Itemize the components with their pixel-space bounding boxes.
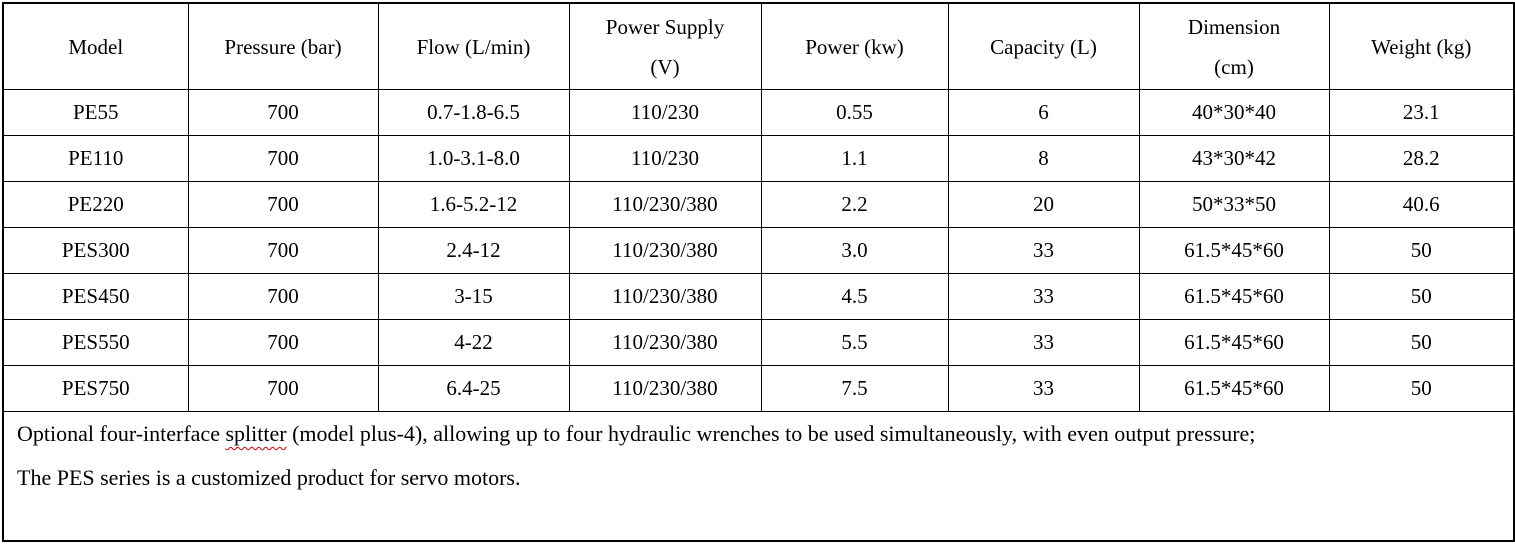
table-row: PES300 700 2.4-12 110/230/380 3.0 33 61.…	[2, 227, 1515, 274]
note-text-pre: Optional four-interface	[17, 421, 226, 446]
cell-dimension: 61.5*45*60	[1138, 227, 1330, 274]
cell-flow: 2.4-12	[377, 227, 570, 274]
cell-flow: 3-15	[377, 273, 570, 320]
table-body: PE55 700 0.7-1.8-6.5 110/230 0.55 6 40*3…	[2, 89, 1515, 412]
column-header-power: Power (kw)	[760, 2, 949, 90]
table-row: PES450 700 3-15 110/230/380 4.5 33 61.5*…	[2, 273, 1515, 320]
notes-cell: Optional four-interface splitter (model …	[2, 411, 1515, 542]
cell-power: 7.5	[760, 365, 949, 412]
cell-pressure: 700	[187, 319, 379, 366]
cell-weight: 40.6	[1328, 181, 1515, 228]
cell-dimension: 61.5*45*60	[1138, 365, 1330, 412]
cell-power: 1.1	[760, 135, 949, 182]
cell-flow: 1.6-5.2-12	[377, 181, 570, 228]
cell-capacity: 33	[947, 273, 1140, 320]
cell-pressure: 700	[187, 365, 379, 412]
column-header-capacity: Capacity (L)	[947, 2, 1140, 90]
misspelled-word: splitter	[225, 421, 287, 446]
column-header-dimension: Dimension (cm)	[1138, 2, 1330, 90]
cell-model: PE220	[2, 181, 189, 228]
column-header-pressure: Pressure (bar)	[187, 2, 379, 90]
column-header-model: Model	[2, 2, 189, 90]
cell-dimension: 50*33*50	[1138, 181, 1330, 228]
table-row: PE110 700 1.0-3.1-8.0 110/230 1.1 8 43*3…	[2, 135, 1515, 182]
column-header-flow: Flow (L/min)	[377, 2, 570, 90]
cell-weight: 28.2	[1328, 135, 1515, 182]
cell-model: PE55	[2, 89, 189, 136]
cell-power-supply: 110/230	[568, 135, 762, 182]
table-header: Model Pressure (bar) Flow (L/min) Power …	[2, 2, 1515, 90]
cell-flow: 4-22	[377, 319, 570, 366]
notes-row: Optional four-interface splitter (model …	[2, 411, 1515, 542]
cell-weight: 50	[1328, 227, 1515, 274]
cell-power: 4.5	[760, 273, 949, 320]
cell-weight: 50	[1328, 365, 1515, 412]
cell-power: 3.0	[760, 227, 949, 274]
cell-pressure: 700	[187, 135, 379, 182]
cell-power: 2.2	[760, 181, 949, 228]
cell-capacity: 33	[947, 227, 1140, 274]
table-row: PES550 700 4-22 110/230/380 5.5 33 61.5*…	[2, 319, 1515, 366]
table-row: PE220 700 1.6-5.2-12 110/230/380 2.2 20 …	[2, 181, 1515, 228]
cell-capacity: 8	[947, 135, 1140, 182]
note-pes-series: The PES series is a customized product f…	[17, 465, 521, 490]
cell-weight: 50	[1328, 273, 1515, 320]
cell-power: 0.55	[760, 89, 949, 136]
cell-capacity: 6	[947, 89, 1140, 136]
cell-weight: 50	[1328, 319, 1515, 366]
cell-power-supply: 110/230	[568, 89, 762, 136]
cell-dimension: 40*30*40	[1138, 89, 1330, 136]
table-footer: Optional four-interface splitter (model …	[2, 411, 1515, 542]
cell-model: PES450	[2, 273, 189, 320]
table-row: PES750 700 6.4-25 110/230/380 7.5 33 61.…	[2, 365, 1515, 412]
cell-capacity: 20	[947, 181, 1140, 228]
cell-pressure: 700	[187, 227, 379, 274]
note-text-post: (model plus-4), allowing up to four hydr…	[286, 421, 1256, 446]
cell-pressure: 700	[187, 181, 379, 228]
cell-model: PE110	[2, 135, 189, 182]
cell-flow: 6.4-25	[377, 365, 570, 412]
cell-power-supply: 110/230/380	[568, 365, 762, 412]
cell-dimension: 43*30*42	[1138, 135, 1330, 182]
cell-power-supply: 110/230/380	[568, 273, 762, 320]
cell-power-supply: 110/230/380	[568, 227, 762, 274]
cell-capacity: 33	[947, 365, 1140, 412]
cell-weight: 23.1	[1328, 89, 1515, 136]
column-header-power-supply: Power Supply (V)	[568, 2, 762, 90]
cell-dimension: 61.5*45*60	[1138, 319, 1330, 366]
cell-model: PES550	[2, 319, 189, 366]
cell-power-supply: 110/230/380	[568, 181, 762, 228]
cell-power: 5.5	[760, 319, 949, 366]
cell-pressure: 700	[187, 89, 379, 136]
cell-capacity: 33	[947, 319, 1140, 366]
column-header-weight: Weight (kg)	[1328, 2, 1515, 90]
cell-model: PES750	[2, 365, 189, 412]
cell-pressure: 700	[187, 273, 379, 320]
cell-model: PES300	[2, 227, 189, 274]
note-optional-splitter: Optional four-interface splitter (model …	[17, 412, 1500, 456]
header-row: Model Pressure (bar) Flow (L/min) Power …	[2, 2, 1515, 90]
cell-power-supply: 110/230/380	[568, 319, 762, 366]
cell-flow: 1.0-3.1-8.0	[377, 135, 570, 182]
table-row: PE55 700 0.7-1.8-6.5 110/230 0.55 6 40*3…	[2, 89, 1515, 136]
cell-flow: 0.7-1.8-6.5	[377, 89, 570, 136]
cell-dimension: 61.5*45*60	[1138, 273, 1330, 320]
